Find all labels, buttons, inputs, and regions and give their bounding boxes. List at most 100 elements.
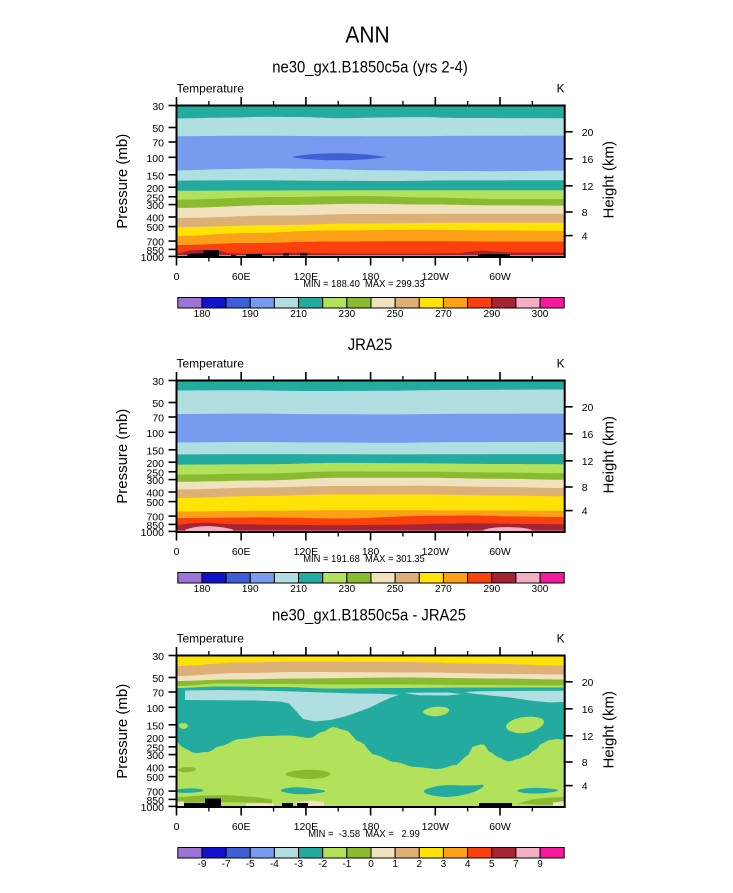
svg-text:270: 270	[435, 309, 452, 320]
svg-text:30: 30	[152, 651, 164, 663]
svg-text:20: 20	[582, 402, 594, 414]
svg-text:4: 4	[465, 859, 471, 870]
svg-text:MIN = 191.68 MAX = 301.35: MIN = 191.68 MAX = 301.35	[303, 554, 425, 565]
svg-text:210: 210	[290, 309, 307, 320]
svg-text:-3: -3	[294, 859, 303, 870]
svg-text:850: 850	[146, 245, 164, 257]
svg-text:30: 30	[152, 101, 164, 113]
svg-text:-4: -4	[270, 859, 279, 870]
svg-text:Height (km): Height (km)	[601, 416, 618, 494]
svg-text:ne30_gx1.B1850c5a (yrs 2-4): ne30_gx1.B1850c5a (yrs 2-4)	[272, 59, 468, 77]
svg-text:8: 8	[582, 207, 588, 219]
svg-text:300: 300	[532, 309, 549, 320]
svg-text:190: 190	[242, 309, 259, 320]
svg-text:250: 250	[387, 309, 404, 320]
svg-text:Pressure (mb): Pressure (mb)	[114, 684, 131, 779]
svg-text:200: 200	[146, 733, 164, 745]
svg-text:0: 0	[174, 546, 180, 558]
svg-text:1000: 1000	[141, 802, 165, 814]
svg-text:230: 230	[339, 584, 356, 595]
svg-text:ANN: ANN	[345, 22, 389, 48]
svg-text:Height (km): Height (km)	[601, 691, 618, 769]
svg-text:9: 9	[537, 859, 543, 870]
svg-text:120E: 120E	[294, 271, 319, 283]
svg-text:1000: 1000	[141, 527, 165, 539]
svg-text:-2: -2	[318, 859, 327, 870]
svg-text:290: 290	[483, 309, 500, 320]
svg-text:Temperature: Temperature	[177, 82, 245, 96]
svg-text:100: 100	[146, 703, 164, 715]
svg-text:4: 4	[582, 231, 588, 243]
svg-text:850: 850	[146, 795, 164, 807]
svg-text:300: 300	[146, 475, 164, 487]
svg-text:250: 250	[387, 584, 404, 595]
svg-text:0: 0	[368, 859, 374, 870]
svg-text:150: 150	[146, 720, 164, 732]
svg-text:230: 230	[339, 309, 356, 320]
svg-text:Pressure (mb): Pressure (mb)	[114, 134, 131, 229]
svg-text:180: 180	[362, 271, 380, 283]
svg-text:ne30_gx1.B1850c5a - JRA25: ne30_gx1.B1850c5a - JRA25	[272, 607, 466, 625]
svg-text:2: 2	[417, 859, 423, 870]
svg-text:30: 30	[152, 376, 164, 388]
svg-text:400: 400	[146, 213, 164, 225]
svg-text:MIN = 188.40 MAX = 299.33: MIN = 188.40 MAX = 299.33	[303, 279, 425, 290]
svg-text:180: 180	[362, 546, 380, 558]
svg-text:700: 700	[146, 512, 164, 524]
svg-text:50: 50	[152, 673, 164, 685]
svg-text:300: 300	[532, 584, 549, 595]
svg-text:12: 12	[582, 456, 594, 468]
svg-text:Height (km): Height (km)	[601, 141, 618, 219]
svg-text:500: 500	[146, 497, 164, 509]
svg-text:70: 70	[152, 688, 164, 700]
svg-text:K: K	[557, 632, 565, 646]
svg-text:60W: 60W	[489, 271, 511, 283]
svg-text:Pressure (mb): Pressure (mb)	[114, 409, 131, 504]
svg-text:500: 500	[146, 772, 164, 784]
svg-text:12: 12	[582, 181, 594, 193]
svg-text:16: 16	[582, 429, 594, 441]
svg-text:210: 210	[290, 584, 307, 595]
svg-text:100: 100	[146, 428, 164, 440]
svg-text:190: 190	[242, 584, 259, 595]
svg-text:0: 0	[174, 821, 180, 833]
svg-text:12: 12	[582, 731, 594, 743]
svg-text:200: 200	[146, 183, 164, 195]
svg-text:180: 180	[194, 584, 211, 595]
svg-text:70: 70	[152, 138, 164, 150]
svg-text:MIN = -3.58 MAX = 2.99: MIN = -3.58 MAX = 2.99	[308, 829, 420, 840]
svg-text:20: 20	[582, 677, 594, 689]
svg-text:70: 70	[152, 413, 164, 425]
svg-text:120E: 120E	[294, 821, 319, 833]
svg-text:120W: 120W	[422, 821, 450, 833]
svg-text:180: 180	[362, 821, 380, 833]
svg-text:180: 180	[194, 309, 211, 320]
svg-text:150: 150	[146, 445, 164, 457]
svg-text:0: 0	[174, 271, 180, 283]
svg-text:K: K	[557, 82, 565, 96]
svg-text:1: 1	[392, 859, 398, 870]
svg-text:200: 200	[146, 458, 164, 470]
svg-text:250: 250	[146, 467, 164, 479]
svg-text:60E: 60E	[232, 821, 251, 833]
svg-text:-5: -5	[246, 859, 255, 870]
svg-text:16: 16	[582, 704, 594, 716]
svg-text:700: 700	[146, 237, 164, 249]
svg-text:1000: 1000	[141, 252, 165, 264]
svg-text:60W: 60W	[489, 546, 511, 558]
svg-text:120W: 120W	[422, 271, 450, 283]
svg-text:7: 7	[513, 859, 519, 870]
svg-text:4: 4	[582, 506, 588, 518]
svg-text:300: 300	[146, 200, 164, 212]
svg-text:50: 50	[152, 398, 164, 410]
svg-text:Temperature: Temperature	[177, 632, 245, 646]
svg-text:Temperature: Temperature	[177, 357, 245, 371]
svg-text:100: 100	[146, 153, 164, 165]
svg-text:60E: 60E	[232, 271, 251, 283]
svg-text:400: 400	[146, 763, 164, 775]
svg-text:850: 850	[146, 520, 164, 532]
svg-text:150: 150	[146, 170, 164, 182]
svg-text:20: 20	[582, 127, 594, 139]
svg-text:-1: -1	[342, 859, 351, 870]
svg-text:8: 8	[582, 482, 588, 494]
